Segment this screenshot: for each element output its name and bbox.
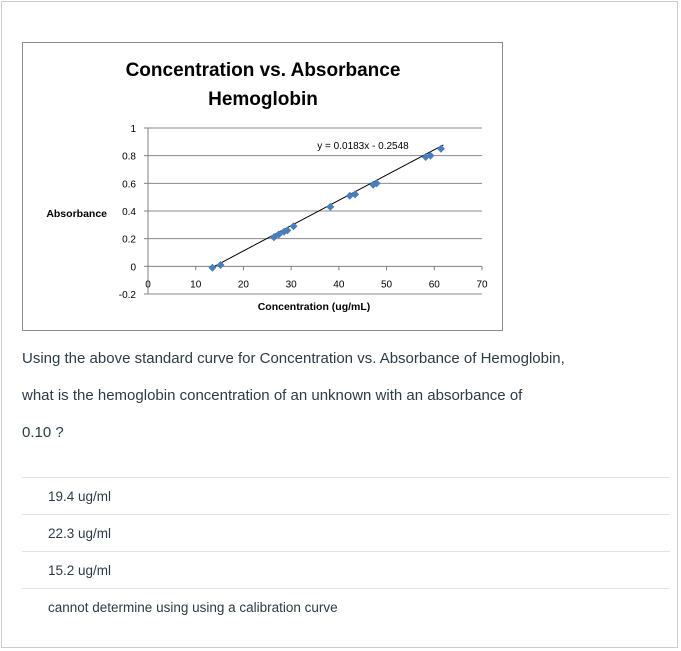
y-tick-label: 0.8 [122, 152, 136, 163]
question-line-2: what is the hemoglobin concentration of … [22, 387, 523, 404]
answer-label: 22.3 ug/ml [48, 525, 112, 541]
chart-container: Concentration vs. Absorbance Hemoglobin … [22, 42, 503, 331]
chart-svg: Concentration vs. Absorbance Hemoglobin … [46, 60, 488, 313]
question-line-3: 0.10 ? [22, 424, 64, 441]
x-tick-label: 20 [238, 279, 250, 290]
x-tick-label: 0 [145, 279, 151, 290]
x-tick-label: 30 [286, 279, 298, 290]
answer-label: 19.4 ug/ml [48, 488, 112, 504]
x-tick-label: 10 [190, 279, 202, 290]
answer-option[interactable]: 19.4 ug/ml [22, 477, 670, 514]
data-point [326, 202, 335, 211]
data-point [274, 230, 283, 239]
answer-option[interactable]: 22.3 ug/ml [22, 514, 670, 551]
y-axis-label: Absorbance [46, 208, 107, 220]
data-point [351, 190, 360, 199]
y-tick-label: 0.6 [122, 179, 136, 190]
y-tick-label: 0 [130, 262, 136, 273]
y-tick-label: 0.2 [122, 235, 136, 246]
y-tick-label: 1 [130, 124, 136, 135]
question-text: Using the above standard curve for Conce… [22, 340, 642, 451]
x-tick-label: 40 [333, 279, 345, 290]
question-line-1: Using the above standard curve for Conce… [22, 350, 565, 367]
answer-option[interactable]: 15.2 ug/ml [22, 551, 670, 588]
answer-label: cannot determine using using a calibrati… [48, 599, 338, 615]
y-tick-label: -0.2 [119, 290, 137, 301]
chart-subtitle: Hemoglobin [208, 89, 318, 110]
data-point [436, 144, 445, 153]
answer-label: 15.2 ug/ml [48, 562, 112, 578]
chart-title: Concentration vs. Absorbance [126, 60, 401, 81]
x-tick-label: 70 [476, 279, 488, 290]
x-tick-label: 50 [381, 279, 393, 290]
data-point [216, 260, 225, 269]
y-tick-label: 0.4 [122, 207, 136, 218]
data-point [283, 226, 292, 235]
data-point [289, 222, 298, 231]
x-tick-label: 60 [429, 279, 441, 290]
data-point [208, 263, 217, 272]
data-point [372, 179, 381, 188]
trendline-equation: y = 0.0183x - 0.2548 [317, 141, 409, 152]
x-axis-label: Concentration (ug/mL) [258, 301, 371, 313]
answer-list: 19.4 ug/ml 22.3 ug/ml 15.2 ug/ml cannot … [22, 477, 670, 625]
data-point [426, 151, 435, 160]
answer-option[interactable]: cannot determine using using a calibrati… [22, 588, 670, 625]
